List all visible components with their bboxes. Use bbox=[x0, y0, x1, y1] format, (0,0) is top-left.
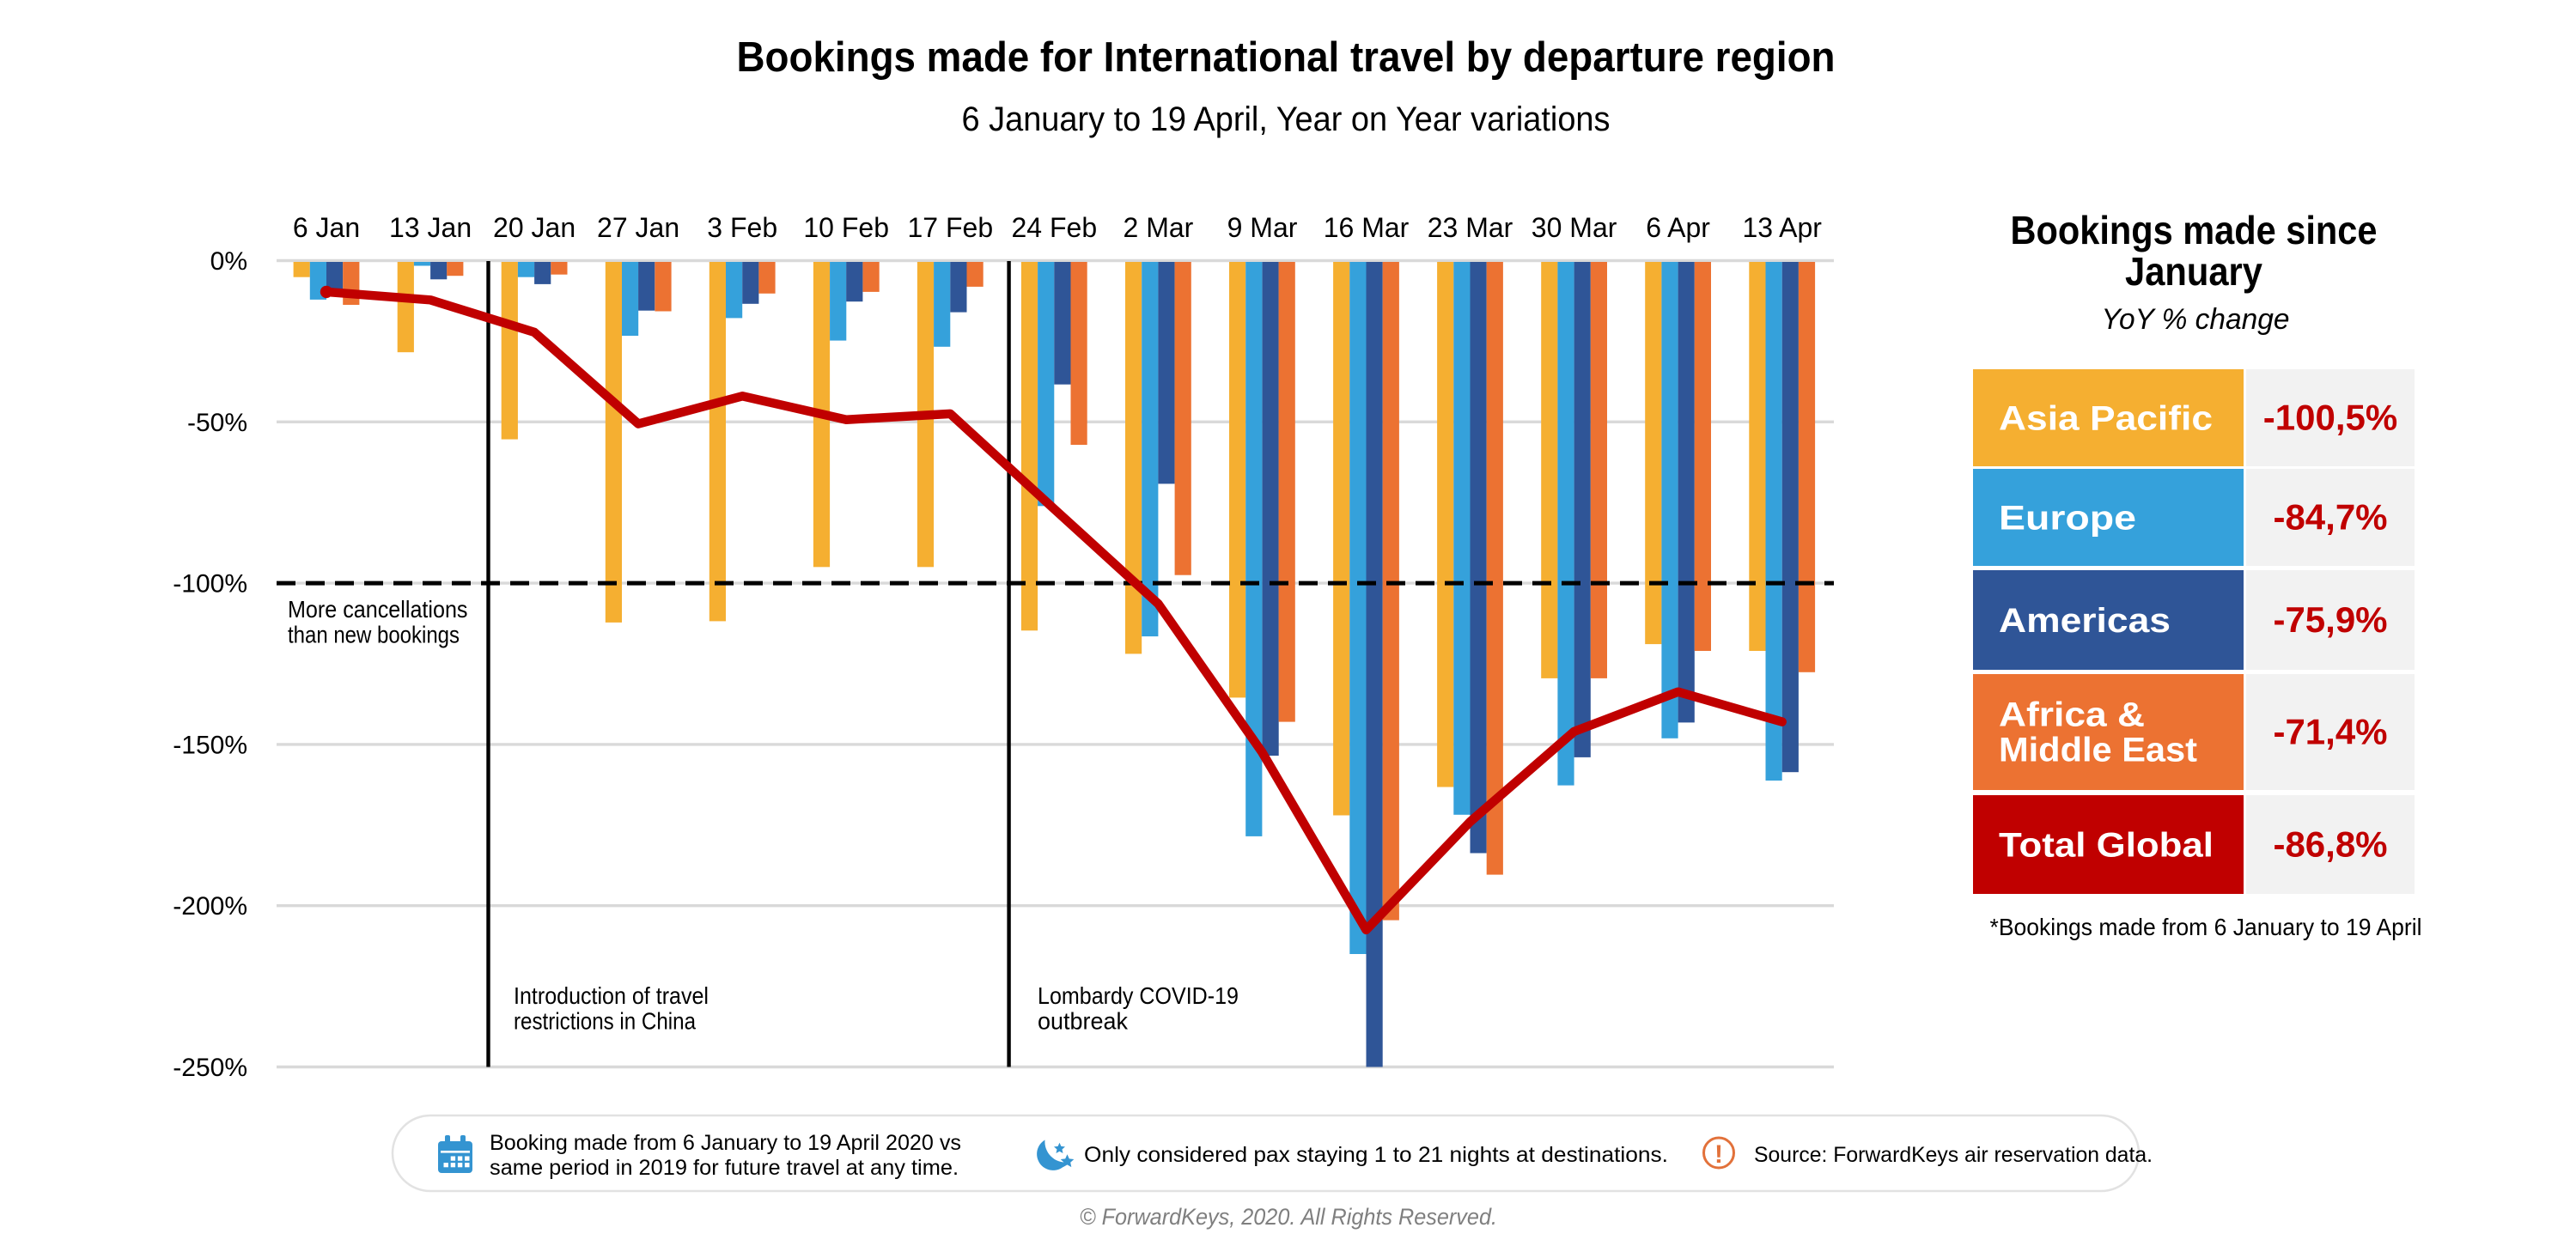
svg-text:Europe: Europe bbox=[1999, 500, 2136, 538]
svg-text:More cancellations: More cancellations bbox=[288, 596, 468, 623]
svg-text:16 Mar: 16 Mar bbox=[1324, 212, 1410, 243]
svg-text:Total Global: Total Global bbox=[1999, 827, 2214, 865]
svg-text:27 Jan: 27 Jan bbox=[597, 212, 679, 243]
svg-text:13 Jan: 13 Jan bbox=[389, 212, 472, 243]
svg-text:2 Mar: 2 Mar bbox=[1124, 212, 1194, 243]
svg-text:-50%: -50% bbox=[187, 409, 247, 437]
svg-text:Booking made from 6 January to: Booking made from 6 January to 19 April … bbox=[490, 1131, 961, 1155]
svg-text:10 Feb: 10 Feb bbox=[803, 212, 889, 243]
svg-text:-200%: -200% bbox=[173, 892, 247, 921]
svg-text:YoY % change: YoY % change bbox=[2102, 303, 2290, 336]
svg-text:-84,7%: -84,7% bbox=[2273, 497, 2387, 538]
svg-text:Middle East: Middle East bbox=[1999, 732, 2197, 769]
svg-text:-150%: -150% bbox=[173, 731, 247, 759]
svg-text:0%: 0% bbox=[210, 247, 247, 276]
svg-text:Source: ForwardKeys air reserv: Source: ForwardKeys air reservation data… bbox=[1754, 1143, 2153, 1167]
svg-text:-86,8%: -86,8% bbox=[2273, 824, 2387, 865]
svg-text:6 Apr: 6 Apr bbox=[1646, 212, 1710, 243]
svg-text:Bookings made since: Bookings made since bbox=[2011, 208, 2378, 252]
svg-text:-100,5%: -100,5% bbox=[2263, 398, 2397, 438]
svg-text:9 Mar: 9 Mar bbox=[1227, 212, 1298, 243]
svg-text:January: January bbox=[2125, 249, 2262, 294]
svg-text:23 Mar: 23 Mar bbox=[1428, 212, 1513, 243]
svg-text:20 Jan: 20 Jan bbox=[493, 212, 575, 243]
svg-text:13 Apr: 13 Apr bbox=[1742, 212, 1822, 243]
svg-text:© ForwardKeys, 2020. All Right: © ForwardKeys, 2020. All Rights Reserved… bbox=[1080, 1204, 1497, 1230]
svg-text:Only considered pax staying 1: Only considered pax staying 1 to 21 nigh… bbox=[1084, 1143, 1668, 1167]
svg-text:-71,4%: -71,4% bbox=[2273, 712, 2387, 752]
svg-text:Introduction of travel: Introduction of travel bbox=[514, 982, 709, 1009]
svg-text:17 Feb: 17 Feb bbox=[907, 212, 993, 243]
svg-text:Lombardy COVID-19: Lombardy COVID-19 bbox=[1038, 982, 1239, 1009]
svg-text:Africa &: Africa & bbox=[1999, 696, 2145, 734]
svg-text:6 January to 19 April, Year on: 6 January to 19 April, Year on Year vari… bbox=[962, 100, 1611, 138]
svg-text:3 Feb: 3 Feb bbox=[707, 212, 777, 243]
svg-text:same period in 2019 for future: same period in 2019 for future travel at… bbox=[490, 1156, 959, 1180]
svg-text:Americas: Americas bbox=[1999, 602, 2171, 640]
svg-text:-250%: -250% bbox=[173, 1054, 247, 1082]
svg-text:Asia Pacific: Asia Pacific bbox=[1999, 400, 2213, 438]
svg-text:24 Feb: 24 Feb bbox=[1011, 212, 1097, 243]
svg-text:-75,9%: -75,9% bbox=[2273, 599, 2387, 640]
svg-text:6 Jan: 6 Jan bbox=[293, 212, 360, 243]
svg-text:than new bookings: than new bookings bbox=[288, 621, 460, 647]
svg-text:!: ! bbox=[1714, 1140, 1723, 1169]
svg-text:restrictions in China: restrictions in China bbox=[514, 1007, 696, 1034]
svg-text:-100%: -100% bbox=[173, 570, 247, 599]
svg-text:30 Mar: 30 Mar bbox=[1532, 212, 1617, 243]
svg-text:outbreak: outbreak bbox=[1038, 1007, 1129, 1034]
svg-text:Bookings made for Internationa: Bookings made for International travel b… bbox=[737, 34, 1836, 81]
svg-text:*Bookings made from 6 January: *Bookings made from 6 January to 19 Apri… bbox=[1990, 914, 2422, 940]
